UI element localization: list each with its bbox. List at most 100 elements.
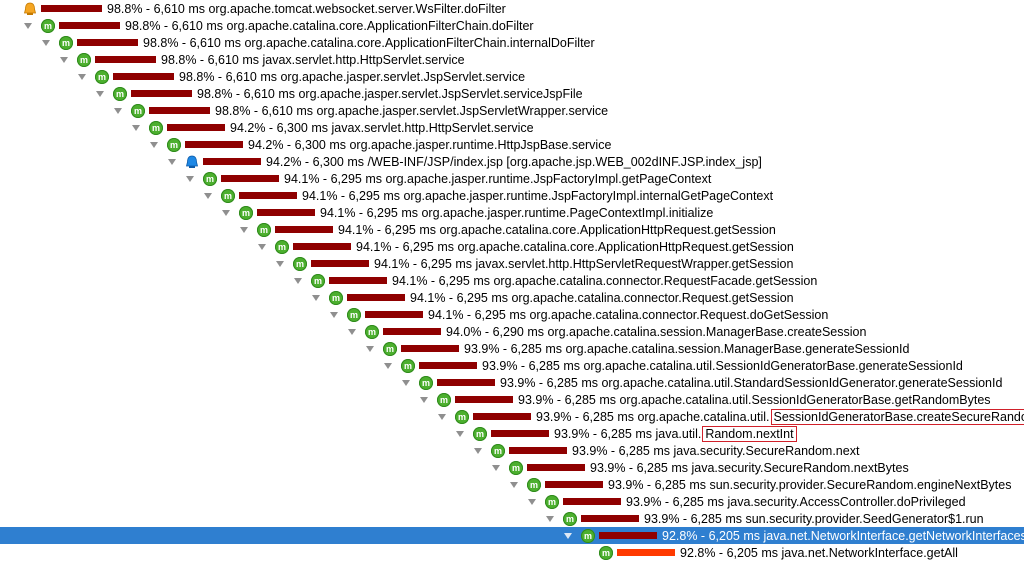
tree-row[interactable]: 98.8% - 6,610 ms org.apache.tomcat.webso… [0,0,1024,17]
row-label: 93.9% - 6,285 ms java.util. Random.nextIn… [554,425,797,442]
tree-row[interactable]: 94.2% - 6,300 ms javax.servlet.http.Http… [0,119,1024,136]
expand-toggle-icon[interactable] [330,311,338,318]
tree-row[interactable]: 93.9% - 6,285 ms java.util.Random.nextIn… [0,425,1024,442]
tree-row[interactable]: 93.9% - 6,285 ms sun.security.provider.S… [0,476,1024,493]
row-separator: - [265,120,277,135]
expand-toggle-icon[interactable] [168,158,176,165]
expand-toggle-icon[interactable] [132,124,140,131]
expand-toggle-icon[interactable] [438,413,446,420]
tree-row[interactable]: 93.9% - 6,285 ms java.security.AccessCon… [0,493,1024,510]
tree-row[interactable]: 93.9% - 6,285 ms org.apache.catalina.uti… [0,391,1024,408]
expand-toggle-icon[interactable] [24,22,32,29]
tree-row[interactable]: 98.8% - 6,610 ms org.apache.jasper.servl… [0,102,1024,119]
expand-toggle-icon[interactable] [294,277,302,284]
row-label: 94.1% - 6,295 ms javax.servlet.http.Http… [374,257,793,271]
expand-toggle-icon[interactable] [204,192,212,199]
tree-row[interactable]: 94.1% - 6,295 ms javax.servlet.http.Http… [0,255,1024,272]
tree-row[interactable]: 93.9% - 6,285 ms org.apache.catalina.ses… [0,340,1024,357]
tree-row[interactable]: 98.8% - 6,610 ms org.apache.catalina.cor… [0,34,1024,51]
expand-toggle-icon[interactable] [348,328,356,335]
tree-row[interactable]: 94.2% - 6,300 ms /WEB-INF/JSP/index.jsp … [0,153,1024,170]
expand-toggle-icon[interactable] [474,447,482,454]
tree-row[interactable]: 94.1% - 6,295 ms org.apache.catalina.con… [0,289,1024,306]
tree-row[interactable]: 94.1% - 6,295 ms org.apache.catalina.con… [0,306,1024,323]
tree-row[interactable]: 93.9% - 6,285 ms java.security.SecureRan… [0,442,1024,459]
tree-row[interactable]: 92.8% - 6,205 ms java.net.NetworkInterfa… [0,527,1024,544]
expand-toggle-icon[interactable] [528,498,536,505]
expand-toggle-icon[interactable] [384,362,392,369]
row-separator: - [178,35,190,50]
expand-toggle-icon[interactable] [276,260,284,267]
expand-toggle-icon[interactable] [222,209,230,216]
expand-toggle-icon[interactable] [258,243,266,250]
method-icon [437,392,451,407]
time-bar [311,260,369,267]
expand-toggle-icon[interactable] [60,56,68,63]
method-icon [563,511,577,526]
method-icon [95,69,109,84]
row-method: sun.security.provider.SecureRandom.engin… [709,477,1012,492]
expand-toggle-icon[interactable] [6,6,14,12]
highlighted-method: Random.nextInt [702,425,797,442]
tree-row[interactable]: 98.8% - 6,610 ms org.apache.jasper.servl… [0,68,1024,85]
time-bar [329,277,387,284]
row-separator: - [445,290,457,305]
expand-toggle-icon[interactable] [186,175,194,182]
tree-row[interactable]: 94.0% - 6,290 ms org.apache.catalina.ses… [0,323,1024,340]
row-method: org.apache.catalina.util.SessionIdGenera… [583,358,963,373]
expand-toggle-icon[interactable] [582,550,590,556]
time-bar [581,515,639,522]
expand-toggle-icon[interactable] [564,532,572,539]
row-percent: 93.9% [608,477,644,492]
row-method: org.apache.jasper.runtime.JspFactoryImpl… [403,188,774,203]
method-icon [239,205,253,220]
expand-toggle-icon[interactable] [312,294,320,301]
method-icon [167,137,181,152]
tree-row[interactable]: 93.9% - 6,285 ms org.apache.catalina.uti… [0,374,1024,391]
row-separator: - [715,545,727,560]
expand-toggle-icon[interactable] [402,379,410,386]
tree-row[interactable]: 98.8% - 6,610 ms javax.servlet.http.Http… [0,51,1024,68]
tree-row[interactable]: 94.1% - 6,295 ms org.apache.jasper.runti… [0,170,1024,187]
row-time: 6,295 ms [438,273,490,288]
row-time: 6,285 ms [618,443,670,458]
expand-toggle-icon[interactable] [150,141,158,148]
expand-toggle-icon[interactable] [420,396,428,403]
row-method: org.apache.catalina.util.StandardSession… [601,375,1003,390]
expand-toggle-icon[interactable] [366,345,374,352]
expand-toggle-icon[interactable] [78,73,86,80]
tree-row[interactable]: 94.1% - 6,295 ms org.apache.jasper.runti… [0,187,1024,204]
tree-row[interactable]: 92.8% - 6,205 ms java.net.NetworkInterfa… [0,544,1024,561]
row-time: 6,610 ms [153,1,205,16]
expand-toggle-icon[interactable] [456,430,464,437]
tree-row[interactable]: 98.8% - 6,610 ms org.apache.jasper.servl… [0,85,1024,102]
tree-row[interactable]: 94.1% - 6,295 ms org.apache.catalina.con… [0,272,1024,289]
tree-row[interactable]: 93.9% - 6,285 ms org.apache.catalina.uti… [0,408,1024,425]
expand-toggle-icon[interactable] [510,481,518,488]
method-icon [221,188,235,203]
tree-row[interactable]: 94.1% - 6,295 ms org.apache.catalina.cor… [0,221,1024,238]
tree-row[interactable]: 93.9% - 6,285 ms sun.security.provider.S… [0,510,1024,527]
time-bar [77,39,138,46]
row-method: org.apache.jasper.servlet.JspServlet.ser… [280,69,526,84]
tree-row[interactable]: 94.1% - 6,295 ms org.apache.catalina.cor… [0,238,1024,255]
row-time: 6,205 ms [726,545,778,560]
expand-toggle-icon[interactable] [114,107,122,114]
tree-row[interactable]: 94.2% - 6,300 ms org.apache.jasper.runti… [0,136,1024,153]
expand-toggle-icon[interactable] [492,464,500,471]
method-icon [599,545,613,560]
tree-row[interactable]: 94.1% - 6,295 ms org.apache.jasper.runti… [0,204,1024,221]
row-method: org.apache.jasper.servlet.JspServlet.ser… [298,86,583,101]
tree-row[interactable]: 93.9% - 6,285 ms java.security.SecureRan… [0,459,1024,476]
row-percent: 94.2% [248,137,284,152]
expand-toggle-icon[interactable] [42,39,50,46]
expand-toggle-icon[interactable] [96,90,104,97]
jsp-icon [185,155,199,169]
tree-row[interactable]: 93.9% - 6,285 ms org.apache.catalina.uti… [0,357,1024,374]
row-separator: - [571,409,583,424]
expand-toggle-icon[interactable] [240,226,248,233]
expand-toggle-icon[interactable] [546,515,554,522]
row-label: 98.8% - 6,610 ms org.apache.jasper.servl… [179,70,525,84]
tree-row[interactable]: 98.8% - 6,610 ms org.apache.catalina.cor… [0,17,1024,34]
time-bar [41,5,102,12]
